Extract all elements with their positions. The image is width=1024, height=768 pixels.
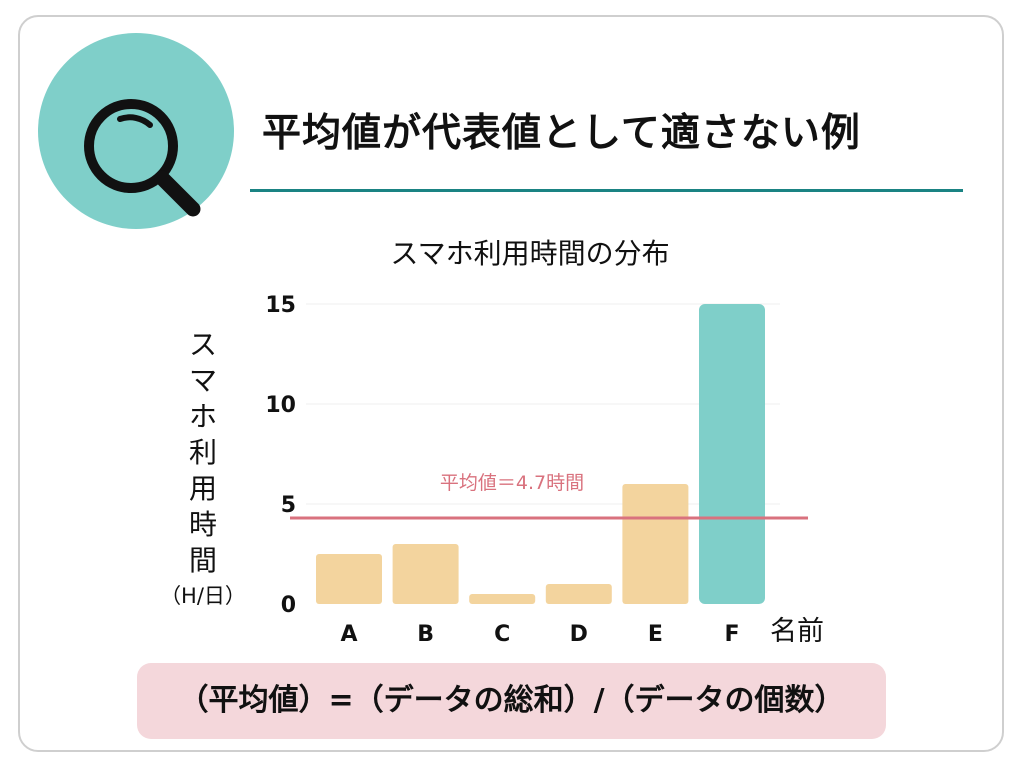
- mean-line-label: 平均値＝4.7時間: [440, 472, 584, 494]
- y-tick-label: 10: [265, 393, 296, 418]
- x-axis-label: 名前: [770, 616, 824, 647]
- x-tick-label: F: [724, 622, 739, 647]
- x-tick-label: B: [417, 622, 434, 647]
- bar: [392, 544, 459, 604]
- x-tick-label: A: [340, 622, 357, 647]
- y-tick-label: 0: [281, 593, 296, 618]
- y-axis-label: スマホ利用時間: [188, 328, 217, 577]
- chart-title: スマホ利用時間の分布: [390, 237, 670, 270]
- bar: [699, 304, 765, 604]
- y-tick-label: 15: [265, 293, 296, 318]
- x-tick-label: E: [648, 622, 663, 647]
- bar: [469, 594, 536, 604]
- magnifier-icon: [84, 99, 201, 217]
- bar: [316, 554, 382, 604]
- y-tick-label: 5: [281, 493, 296, 518]
- bar: [545, 584, 612, 604]
- y-axis-unit: （H/日）: [160, 584, 246, 608]
- x-tick-label: D: [570, 622, 588, 647]
- x-tick-label: C: [494, 622, 510, 647]
- magnifier-icon-badge: [38, 33, 234, 229]
- mean-formula: （平均値）=（データの総和）/（データの個数）: [137, 663, 886, 739]
- title-divider: [250, 189, 963, 192]
- page-title: 平均値が代表値として適さない例: [262, 111, 861, 156]
- bar: [622, 484, 689, 604]
